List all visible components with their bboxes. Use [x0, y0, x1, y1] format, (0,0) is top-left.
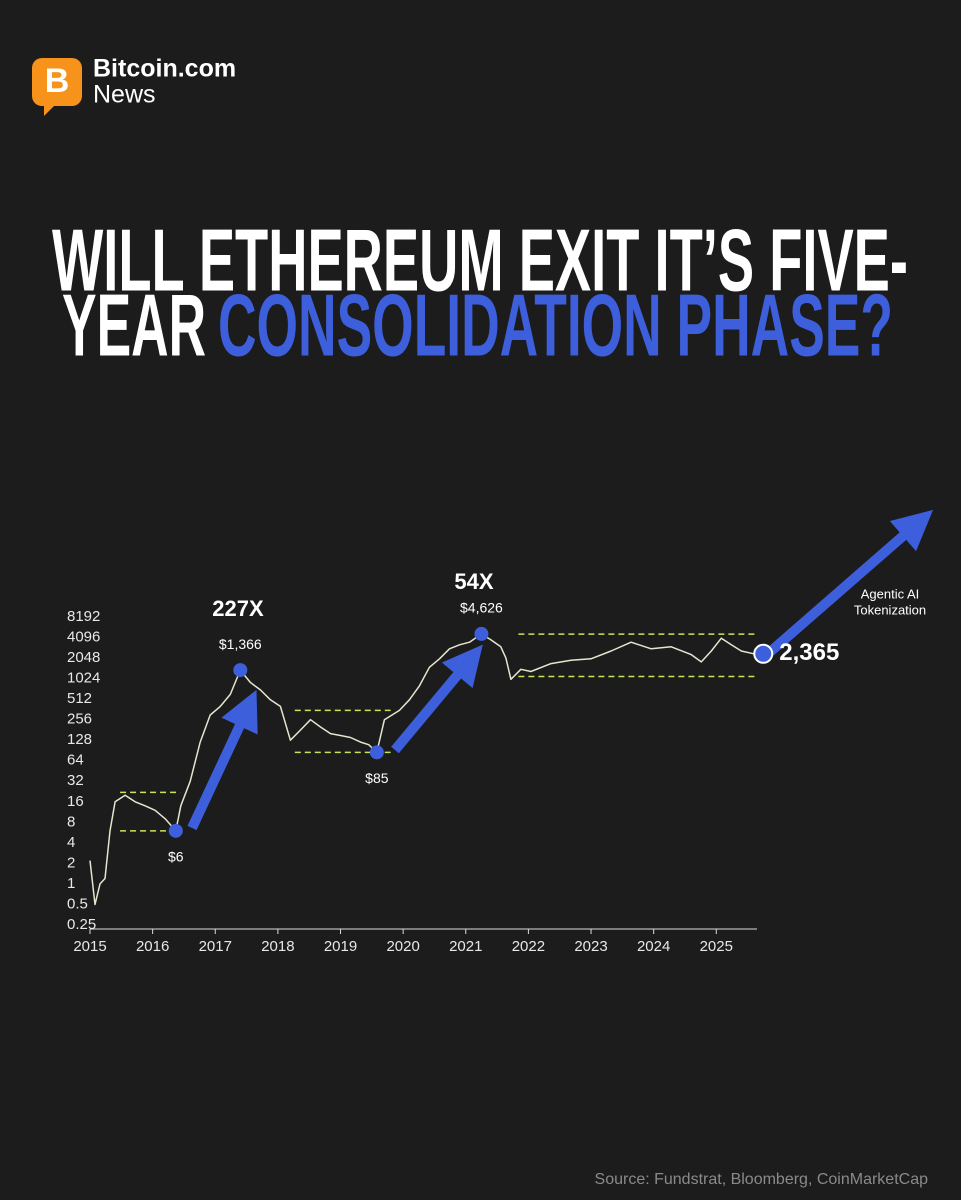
logo: B	[32, 58, 82, 116]
x-tick-label: 2022	[512, 938, 545, 955]
price-point	[474, 626, 489, 641]
arrows	[187, 509, 934, 831]
price-line	[89, 633, 755, 906]
x-tick-label: 2016	[136, 938, 169, 955]
y-tick-label: 256	[67, 711, 92, 728]
title-line: WILL ETHEREUM EXIT IT’S FIVE-	[52, 210, 908, 309]
svg-text:B: B	[45, 62, 70, 100]
y-tick-label: 8192	[67, 608, 100, 625]
point-label: 2,365	[779, 639, 839, 666]
brand-sub: News	[93, 81, 156, 109]
multiplier: 54X	[454, 569, 493, 594]
y-tick-label: 16	[67, 793, 84, 810]
y-tick-label: 2048	[67, 649, 100, 666]
x-tick-label: 2017	[199, 938, 232, 955]
y-tick-label: 128	[67, 731, 92, 748]
x-tick-label: 2021	[449, 938, 482, 955]
price-point	[369, 745, 384, 760]
x-tick-label: 2020	[386, 938, 419, 955]
y-tick-label: 1	[67, 875, 75, 892]
annotation: Tokenization	[854, 602, 926, 617]
y-tick-label: 0.25	[67, 916, 96, 933]
annotation: Agentic AI	[861, 586, 920, 601]
y-tick-label: 4	[67, 834, 75, 851]
y-tick-label: 2	[67, 854, 75, 871]
point-label: $6	[168, 849, 184, 865]
point-label: $1,366	[219, 636, 262, 652]
y-tick-label: 4096	[67, 629, 100, 646]
multiplier: 227X	[212, 596, 264, 621]
x-tick-label: 2023	[574, 938, 607, 955]
y-tick-label: 0.5	[67, 895, 88, 912]
price-point	[168, 823, 183, 838]
y-tick-label: 512	[67, 690, 92, 707]
y-tick-label: 32	[67, 772, 84, 789]
y-tick-label: 64	[67, 752, 84, 769]
x-tick-label: 2025	[700, 938, 733, 955]
x-tick-label: 2024	[637, 938, 670, 955]
x-tick-label: 2019	[324, 938, 357, 955]
price-point	[233, 663, 248, 678]
price-point	[753, 643, 774, 664]
x-tick-label: 2015	[73, 938, 106, 955]
brand-name: Bitcoin.com	[93, 55, 236, 83]
y-tick-label: 8	[67, 813, 75, 830]
y-tick-label: 1024	[67, 670, 100, 687]
title-line: YEAR	[62, 275, 206, 374]
point-label: $85	[365, 770, 389, 786]
title-highlight: CONSOLIDATION PHASE?	[218, 275, 893, 374]
source: Source: Fundstrat, Bloomberg, CoinMarket…	[595, 1171, 929, 1188]
x-tick-label: 2018	[261, 938, 294, 955]
point-label: $4,626	[460, 600, 503, 616]
